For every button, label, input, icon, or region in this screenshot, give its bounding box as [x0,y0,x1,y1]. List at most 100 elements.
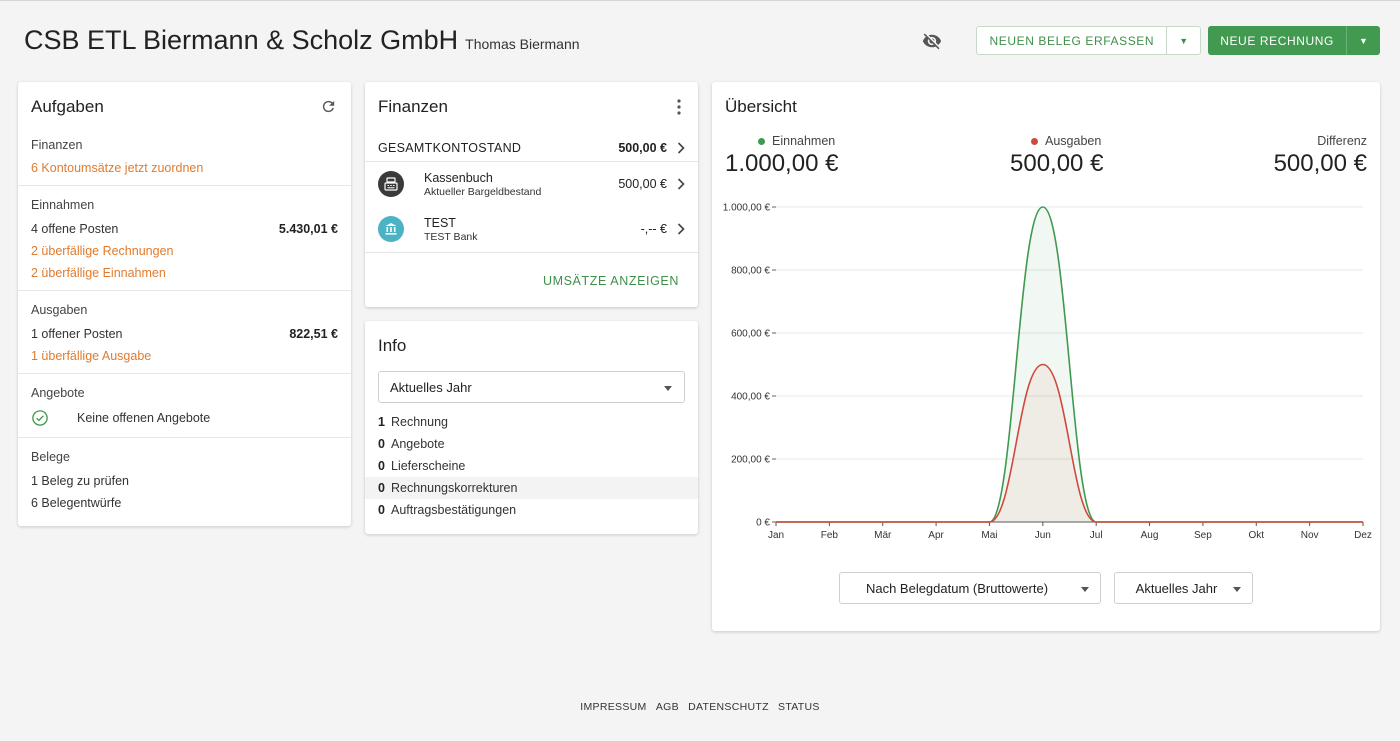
tasks-ausgaben-heading: Ausgaben [31,303,88,317]
user-name: Thomas Biermann [465,36,580,52]
info-row[interactable]: 0 Auftragsbestätigungen [365,499,698,521]
account-subtitle: Aktueller Bargeldbestand [424,185,542,198]
info-row[interactable]: 0 Rechnungskorrekturen [365,477,698,499]
refresh-icon[interactable] [320,98,337,115]
account-subtitle: TEST Bank [424,230,478,243]
x-tick-label: Mär [874,530,892,541]
x-tick-label: Dez [1354,530,1372,541]
info-count: 0 [378,481,385,495]
expense-label: Ausgaben [1045,134,1102,148]
x-tick-label: Mai [981,530,997,541]
new-receipt-split-button: NEUEN BELEG ERFASSEN ▼ [976,26,1202,55]
info-count: 1 [378,415,385,429]
assign-transactions-link[interactable]: 6 Kontoumsätze jetzt zuordnen [31,161,204,175]
dropdown-caret-icon [664,386,672,391]
expense-open-items-row[interactable]: 1 offener Posten 822,51 € [31,327,338,341]
new-receipt-dropdown-icon[interactable]: ▼ [1166,27,1200,54]
expense-open-amount: 822,51 € [289,327,338,341]
y-tick-label: 1.000,00 € [723,203,771,214]
header-actions: NEUEN BELEG ERFASSEN ▼ NEUE RECHNUNG ▼ [921,26,1380,55]
tasks-divider [18,290,351,291]
new-receipt-button[interactable]: NEUEN BELEG ERFASSEN [989,33,1155,48]
info-row[interactable]: 0 Lieferscheine [365,455,698,477]
info-label: Lieferscheine [391,459,466,473]
account-balance: 500,00 € [618,177,667,191]
info-count: 0 [378,459,385,473]
tasks-angebote-heading: Angebote [31,386,85,400]
y-tick-label: 600,00 € [731,329,770,340]
income-open-items: 4 offene Posten [31,222,119,236]
total-balance-row[interactable]: GESAMTKONTOSTAND 500,00 € [365,134,698,162]
show-transactions-link[interactable]: UMSÄTZE ANZEIGEN [542,274,679,288]
overdue-expense-link[interactable]: 1 überfällige Ausgabe [31,349,152,363]
new-invoice-dropdown-icon[interactable]: ▼ [1346,26,1380,55]
x-tick-label: Aug [1141,530,1159,541]
hide-values-icon[interactable] [921,30,943,52]
tasks-einnahmen-heading: Einnahmen [31,198,95,212]
chevron-right-icon [677,141,685,154]
overdue-income-link[interactable]: 2 überfällige Einnahmen [31,266,166,280]
overview-card: Übersicht Einnahmen 1.000,00 € Ausgaben … [712,82,1380,631]
overdue-invoices-link[interactable]: 2 überfällige Rechnungen [31,244,174,258]
y-tick-label: 0 € [756,518,770,529]
chevron-right-icon [677,178,685,190]
income-stat: Einnahmen 1.000,00 € [725,134,838,178]
y-tick-label: 800,00 € [731,266,770,277]
dropdown-caret-icon [1233,587,1241,592]
account-balance: -,-- € [640,222,667,236]
expense-stat: Ausgaben 500,00 € [1010,134,1103,178]
account-row-test[interactable]: TEST TEST Bank -,-- € [365,209,698,249]
receipt-drafts[interactable]: 6 Belegentwürfe [31,496,122,510]
info-row[interactable]: 0 Angebote [365,433,698,455]
expense-legend-dot [1031,137,1038,145]
income-open-amount: 5.430,01 € [278,222,338,236]
income-open-items-row[interactable]: 4 offene Posten 5.430,01 € [31,222,338,236]
difference-stat: Differenz 500,00 € [1274,134,1367,178]
x-tick-label: Jul [1090,530,1103,541]
account-name: TEST [424,215,456,230]
footer-agb-link[interactable]: AGB [655,701,679,713]
x-tick-label: Jan [768,530,784,541]
total-balance-label: GESAMTKONTOSTAND [378,140,522,155]
info-title: Info [378,336,407,355]
new-invoice-button[interactable]: NEUE RECHNUNG [1220,33,1334,48]
income-label: Einnahmen [772,134,836,148]
tasks-divider [18,437,351,438]
chart-period-select[interactable]: Aktuelles Jahr [1114,572,1253,604]
x-tick-label: Sep [1194,530,1212,541]
chart-basis-select[interactable]: Nach Belegdatum (Bruttowerte) [839,572,1101,604]
info-card: Info Aktuelles Jahr 1 Rechnung 0 Angebot… [365,321,698,534]
chart-basis-value: Nach Belegdatum (Bruttowerte) [865,580,1049,596]
x-tick-label: Feb [821,530,839,541]
y-tick-label: 400,00 € [731,392,770,403]
footer-status-link[interactable]: STATUS [778,701,820,713]
info-label: Angebote [391,437,445,451]
info-row[interactable]: 1 Rechnung [365,411,698,433]
info-label: Rechnung [391,415,448,429]
page-header: CSB ETL Biermann & Scholz GmbH Thomas Bi… [24,25,580,56]
x-tick-label: Okt [1248,530,1264,541]
account-row-kassenbuch[interactable]: Kassenbuch Aktueller Bargeldbestand 500,… [365,164,698,204]
footer-impressum-link[interactable]: IMPRESSUM [580,701,647,713]
difference-value: 500,00 € [1273,150,1367,177]
income-value: 1.000,00 € [725,150,839,177]
receipts-to-check[interactable]: 1 Beleg zu prüfen [31,474,129,488]
finances-card: Finanzen GESAMTKONTOSTAND 500,00 € Kasse… [365,82,698,307]
footer-datenschutz-link[interactable]: DATENSCHUTZ [688,701,769,713]
expense-value: 500,00 € [1010,150,1104,177]
tasks-card: Aufgaben Finanzen 6 Kontoumsätze jetzt z… [18,82,351,526]
info-label: Auftragsbestätigungen [391,503,517,517]
info-count: 0 [378,437,385,451]
cash-register-icon [378,171,404,197]
x-tick-label: Nov [1301,530,1319,541]
more-vert-icon[interactable] [676,99,682,115]
info-period-select[interactable]: Aktuelles Jahr [378,371,685,403]
info-label: Rechnungskorrekturen [391,481,518,495]
finances-title: Finanzen [378,97,448,116]
dropdown-caret-icon [1081,587,1089,592]
tasks-divider [18,185,351,186]
overview-title: Übersicht [725,97,797,116]
bank-icon [378,216,404,242]
series-line-ausgaben [776,363,1363,523]
finances-footer: UMSÄTZE ANZEIGEN [365,252,698,307]
